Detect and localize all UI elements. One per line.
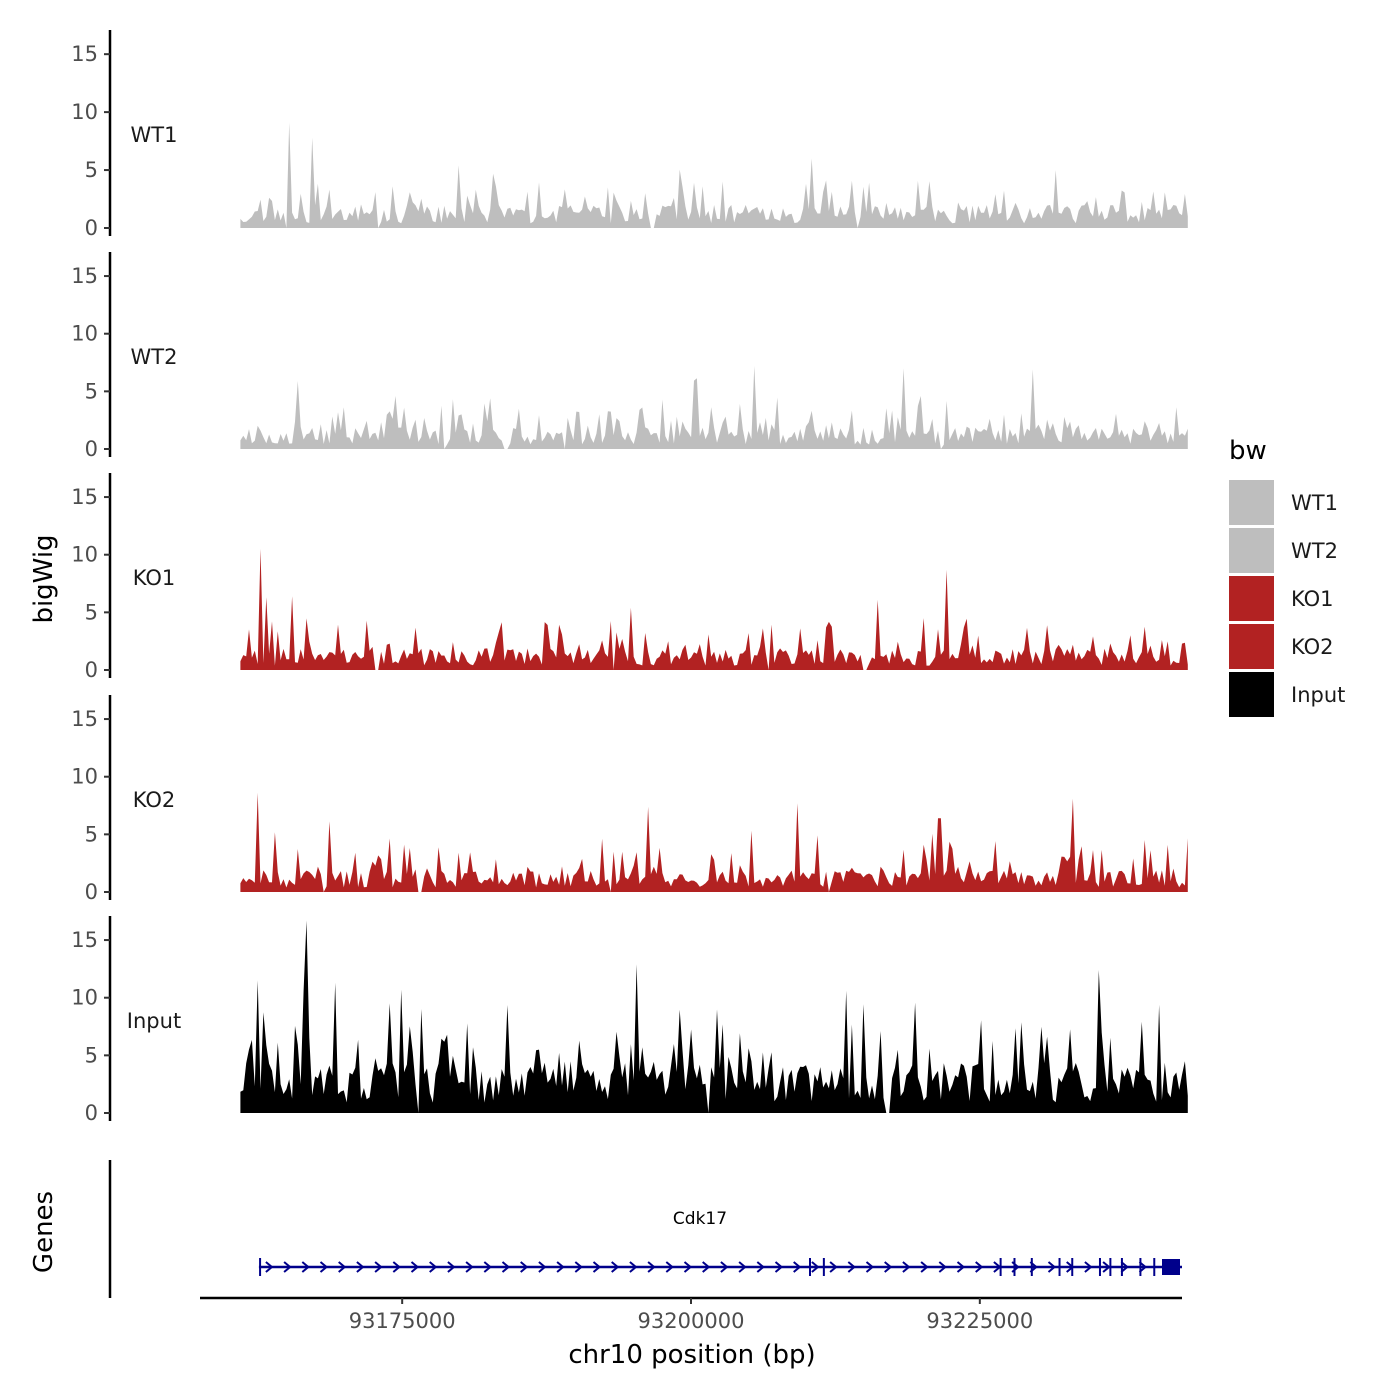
legend: bw WT1 WT2 KO1 KO2 Input — [1229, 436, 1345, 717]
y-tick-label: 5 — [85, 822, 98, 846]
coverage-area — [240, 921, 1187, 1114]
y-tick-label: 10 — [71, 765, 98, 789]
y-tick-label: 5 — [85, 1043, 98, 1067]
coverage-area — [240, 549, 1187, 670]
track-wt2: 0 5 10 15 WT2 — [71, 252, 1188, 461]
legend-entry-label: KO2 — [1291, 635, 1334, 659]
legend-title: bw — [1229, 436, 1267, 466]
track-wt1: 0 5 10 15 WT1 — [71, 30, 1188, 240]
y-tick-label: 0 — [85, 658, 98, 682]
gene-label: Cdk17 — [673, 1209, 727, 1229]
legend-key — [1229, 528, 1274, 573]
y-tick-label: 10 — [71, 543, 98, 567]
y-tick-label: 15 — [71, 485, 98, 509]
track-label: KO2 — [133, 788, 176, 812]
track-label: Input — [127, 1009, 181, 1033]
x-tick-label: 93200000 — [638, 1309, 745, 1333]
y-tick-label: 15 — [71, 42, 98, 66]
y-tick-label: 0 — [85, 880, 98, 904]
gene-track: Cdk17 — [110, 1160, 1182, 1298]
coverage-tracks: 0 5 10 15 WT1 0 5 10 15 WT2 0 5 10 15 KO1 0 5 10 15 KO2 0 5 10… — [71, 30, 1188, 1125]
y-tick-label: 5 — [85, 600, 98, 624]
track-ko2: 0 5 10 15 KO2 — [71, 695, 1188, 904]
legend-entry-label: WT2 — [1291, 539, 1338, 563]
y-tick-label: 0 — [85, 216, 98, 240]
x-tick-label: 93175000 — [349, 1309, 456, 1333]
track-ko1: 0 5 10 15 KO1 — [71, 473, 1188, 682]
y-tick-label: 5 — [85, 379, 98, 403]
terminal-exon — [1162, 1259, 1180, 1275]
y-tick-label: 5 — [85, 158, 98, 182]
track-label: WT2 — [131, 345, 178, 369]
legend-key — [1229, 480, 1274, 525]
y-tick-label: 0 — [85, 1101, 98, 1125]
y-tick-label: 10 — [71, 986, 98, 1010]
y-tick-label: 15 — [71, 707, 98, 731]
x-axis: 93175000 93200000 93225000 — [200, 1298, 1182, 1333]
legend-key — [1229, 576, 1274, 621]
legend-key — [1229, 672, 1274, 717]
legend-key — [1229, 624, 1274, 669]
track-input: 0 5 10 15 Input — [71, 916, 1188, 1125]
coverage-area — [240, 793, 1187, 892]
legend-entry-label: WT1 — [1291, 491, 1338, 515]
coverage-area — [240, 366, 1187, 449]
genome-track-figure: bigWig Genes chr10 position (bp) 0 5 10 15 W… — [0, 0, 1400, 1400]
legend-entry-label: Input — [1291, 683, 1345, 707]
genes-axis-label: Genes — [29, 1191, 59, 1273]
x-tick-label: 93225000 — [926, 1309, 1033, 1333]
y-tick-label: 10 — [71, 100, 98, 124]
y-axis-label: bigWig — [29, 534, 59, 623]
coverage-area — [240, 123, 1187, 229]
y-tick-label: 10 — [71, 322, 98, 346]
y-tick-label: 15 — [71, 264, 98, 288]
track-label: WT1 — [131, 123, 178, 147]
y-tick-label: 0 — [85, 437, 98, 461]
x-axis-label: chr10 position (bp) — [568, 1340, 815, 1370]
y-tick-label: 15 — [71, 928, 98, 952]
track-label: KO1 — [133, 566, 176, 590]
legend-entry-label: KO1 — [1291, 587, 1334, 611]
